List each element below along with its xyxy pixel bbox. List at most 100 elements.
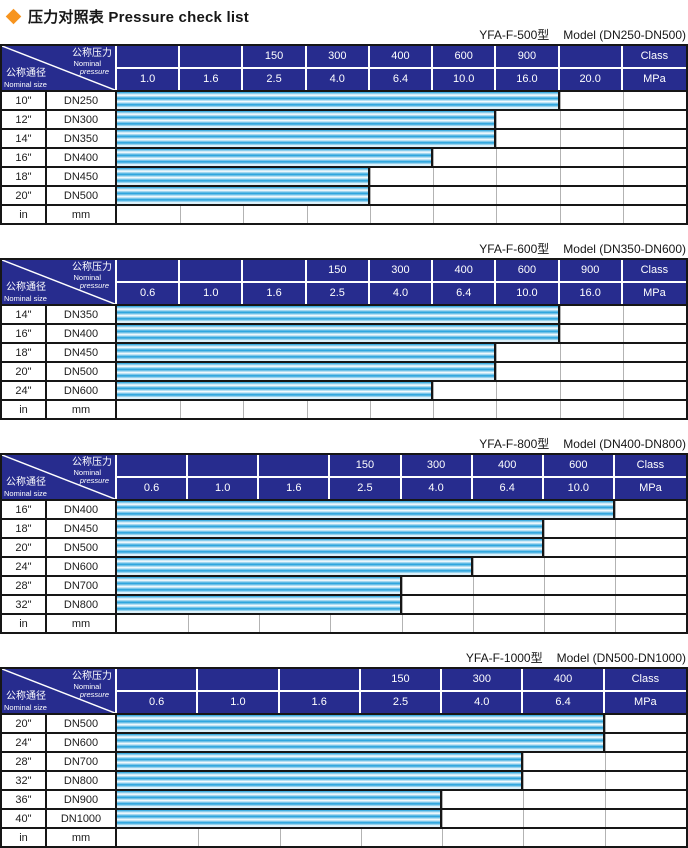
size-dn-cell: DN400 (47, 149, 115, 166)
nominal-size-label-en: Nominal size (4, 293, 47, 303)
pressure-range-bar (117, 558, 473, 575)
class-header-cell: 150 (330, 455, 400, 476)
class-header-cell: Class (614, 455, 686, 476)
model-range: Model (DN250-DN500) (563, 28, 686, 42)
page-title-text: 压力对照表 Pressure check list (28, 8, 249, 26)
footer-mm-cell: mm (47, 401, 115, 418)
pressure-range-bar (117, 168, 370, 185)
mpa-header-cell: 0.6 (117, 478, 187, 499)
class-header-cell (117, 46, 179, 67)
class-header-cell: Class (622, 46, 686, 67)
size-dn-cell: DN500 (47, 715, 115, 732)
data-area-divider (115, 713, 117, 846)
size-inch-cell: 20" (2, 187, 45, 204)
column-gridline (472, 499, 474, 632)
mpa-header-cell: MPa (604, 692, 686, 713)
class-header-cell (180, 46, 242, 67)
footer-mm-cell: mm (47, 615, 115, 632)
class-header-cell (180, 260, 242, 281)
row-divider (2, 537, 686, 539)
class-header-cell: 300 (401, 455, 471, 476)
size-dn-cell: DN400 (47, 501, 115, 518)
class-header-cell: 150 (306, 260, 368, 281)
nominal-size-label-zh: 公称通径 (6, 691, 46, 702)
row-divider (2, 575, 686, 577)
nominal-size-label-zh: 公称通径 (6, 68, 46, 79)
size-dn-cell: DN900 (47, 791, 115, 808)
size-inch-cell: 14" (2, 306, 45, 323)
row-divider (2, 770, 686, 772)
mpa-header-cell: 1.0 (180, 283, 242, 304)
class-header-cell (559, 46, 621, 67)
class-header-cell (117, 669, 197, 690)
pressure-range-bar (117, 520, 544, 537)
size-dn-cell: DN600 (47, 558, 115, 575)
footer-inch-cell: in (2, 206, 45, 223)
row-divider (2, 109, 686, 111)
diagonal-line (2, 455, 115, 499)
pressure-table: 公称压力 Nominal pressure 公称通径 Nominal size 150 30… (0, 453, 688, 634)
row-divider (2, 808, 686, 810)
size-dn-cell: DN450 (47, 520, 115, 537)
pressure-table-block-4: YFA-F-1000型 Model (DN500-DN1000) 公称压力 Nomin… (0, 651, 688, 848)
mpa-header-cell: 10.0 (433, 69, 495, 90)
column-gridline (543, 499, 545, 632)
mpa-header-cell: 1.0 (188, 478, 258, 499)
nominal-pressure-label-zh: 公称压力 (72, 671, 112, 682)
nominal-pressure-label-zh: 公称压力 (72, 48, 112, 59)
mpa-header-cell: 1.6 (279, 692, 359, 713)
pressure-range-bar (117, 363, 497, 380)
row-divider (2, 147, 686, 149)
class-header-cell: 600 (433, 46, 495, 67)
row-divider (2, 827, 686, 829)
size-inch-cell: 12" (2, 111, 45, 128)
row-divider (2, 518, 686, 520)
pressure-range-bar (117, 772, 524, 789)
pressure-range-bar (117, 382, 434, 399)
footer-inch-cell: in (2, 829, 45, 846)
footer-mm-cell: mm (47, 206, 115, 223)
class-header-cell (243, 260, 305, 281)
nominal-pressure-label-zh: 公称压力 (72, 457, 112, 468)
footer-inch-cell: in (2, 615, 45, 632)
size-inch-cell: 20" (2, 539, 45, 556)
model-range: Model (DN350-DN600) (563, 242, 686, 256)
size-dn-cell: DN500 (47, 187, 115, 204)
column-gridline (559, 90, 561, 223)
nominal-pressure-label-en2: pressure (79, 281, 109, 290)
row-divider (2, 323, 686, 325)
mpa-header-cell: 6.4 (472, 478, 542, 499)
class-header-cell: 300 (442, 669, 522, 690)
class-header-cell: 400 (369, 46, 432, 67)
size-inch-cell: 24" (2, 558, 45, 575)
size-inch-cell: 36" (2, 791, 45, 808)
row-divider (2, 613, 686, 615)
row-divider (2, 361, 686, 363)
size-dn-cell: DN400 (47, 325, 115, 342)
page-title: 压力对照表 Pressure check list (5, 6, 688, 26)
size-inch-cell: 20" (2, 363, 45, 380)
row-divider (2, 128, 686, 130)
pressure-table: 公称压力 Nominal pressure 公称通径 Nominal size 150 30… (0, 44, 688, 225)
nominal-pressure-label-en1: Nominal (73, 273, 101, 282)
nominal-pressure-label-en2: pressure (79, 67, 109, 76)
footer-inch-cell: in (2, 401, 45, 418)
row-divider (2, 732, 686, 734)
pressure-table-block-2: YFA-F-600型 Model (DN350-DN600) 公称压力 Nominal… (0, 242, 688, 420)
mpa-header-cell: 1.6 (259, 478, 329, 499)
mpa-header-cell: MPa (614, 478, 686, 499)
model-name: YFA-F-800型 (479, 437, 550, 451)
column-gridline (614, 499, 616, 632)
class-header-cell: 600 (496, 260, 558, 281)
data-area-divider (115, 304, 117, 418)
class-header-cell (188, 455, 258, 476)
nominal-size-label-en: Nominal size (4, 488, 47, 498)
pressure-table-block-3: YFA-F-800型 Model (DN400-DN800) 公称压力 Nominal… (0, 437, 688, 634)
class-header-cell (198, 669, 278, 690)
nominal-pressure-label-en1: Nominal (73, 468, 101, 477)
column-gridline (622, 90, 624, 223)
pressure-range-bar (117, 92, 560, 109)
size-inch-cell: 24" (2, 382, 45, 399)
nominal-size-label-zh: 公称通径 (6, 477, 46, 488)
nominal-pressure-label-en2: pressure (79, 690, 109, 699)
